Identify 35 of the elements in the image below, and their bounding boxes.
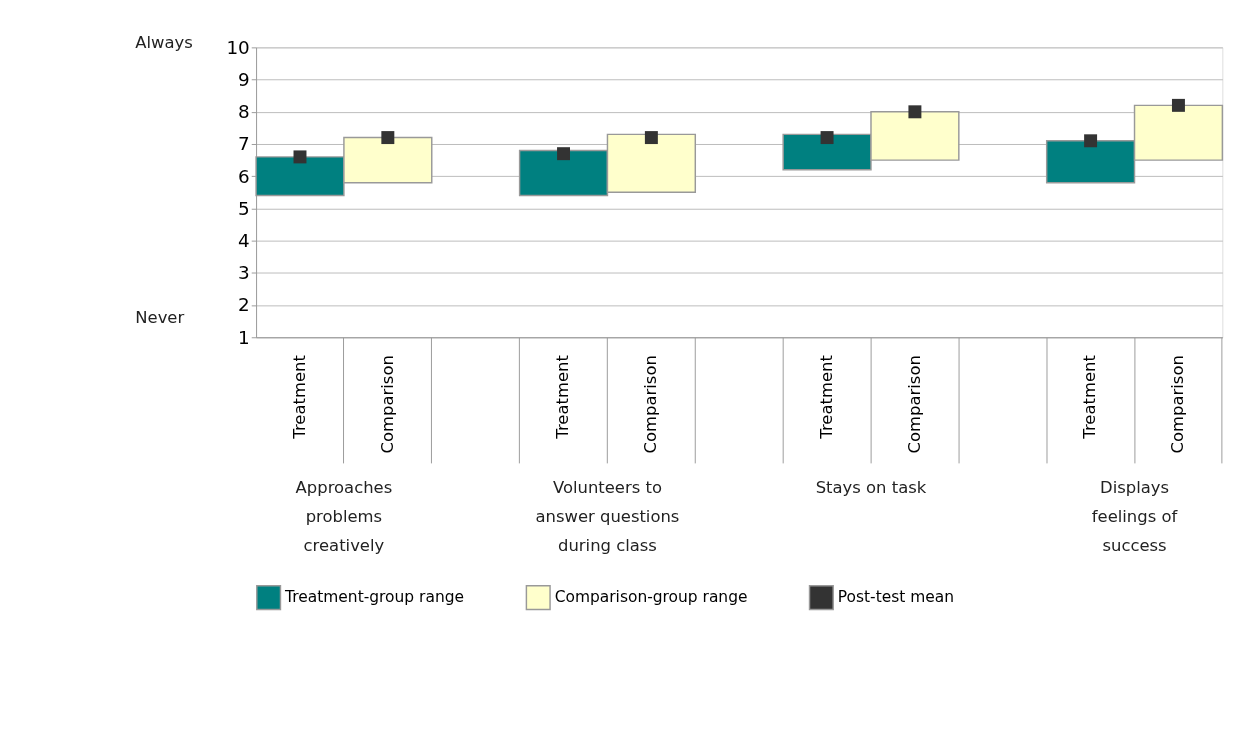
- x-tick-label: Comparison: [1168, 355, 1188, 454]
- y-tick-label: 6: [238, 165, 250, 187]
- y-tick-label: 4: [238, 229, 250, 251]
- y-tick-label: 3: [238, 262, 250, 284]
- point: [1084, 134, 1098, 148]
- text: Displays feelings of success: [1091, 477, 1179, 555]
- legend-label: Treatment-group range: [284, 588, 464, 607]
- point: [557, 147, 571, 161]
- y-tick-label: 1: [238, 326, 250, 348]
- text: Approaches problems creatively: [295, 477, 393, 555]
- legend-label: Post-test mean: [837, 588, 955, 607]
- text: Volunteers to answer questions during class: [535, 477, 680, 555]
- x-tick-label: Treatment: [289, 354, 309, 440]
- point: [1171, 98, 1185, 112]
- y-tick-label: 8: [238, 101, 250, 123]
- x-tick-label: Treatment: [1080, 354, 1100, 440]
- legend-label: Comparison-group range: [554, 588, 748, 607]
- x-tick-label: Comparison: [641, 355, 661, 454]
- y-tick-label: 9: [238, 68, 250, 90]
- y-tick-label: 7: [238, 133, 250, 155]
- y-tick-label: 5: [238, 197, 250, 219]
- text: Always: [135, 33, 193, 53]
- y-tick-label: 2: [238, 294, 250, 316]
- x-tick-label: Comparison: [904, 355, 924, 454]
- x-tick-label: Treatment: [553, 354, 573, 440]
- text: Never: [135, 307, 185, 327]
- point: [381, 131, 395, 145]
- x-tick-label: Comparison: [377, 355, 397, 454]
- point: [820, 131, 834, 145]
- point: [908, 105, 922, 119]
- point: [644, 131, 658, 145]
- x-tick-label: Treatment: [816, 354, 836, 440]
- y-tick-label: 10: [226, 36, 250, 58]
- point: [293, 150, 307, 164]
- text: Stays on task: [815, 477, 927, 497]
